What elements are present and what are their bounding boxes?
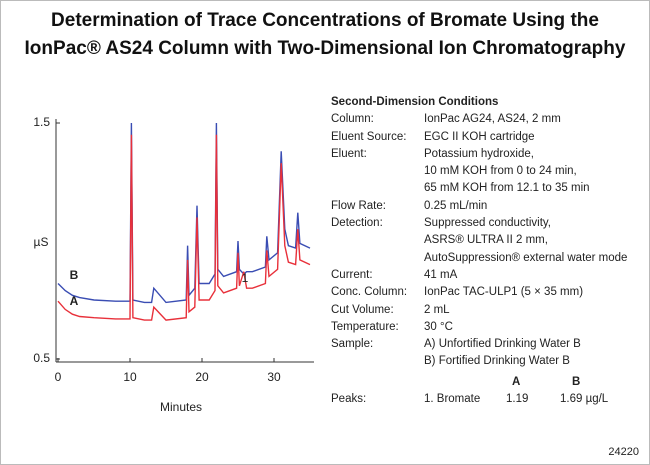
spacer [331, 374, 512, 391]
condition-label: Current: [331, 268, 373, 281]
peak-name: 1. Bromate [424, 393, 481, 406]
condition-row: Cut Volume: 2 mL [331, 302, 646, 319]
conditions-title: Second-Dimension Conditions [331, 96, 499, 108]
condition-line: 30 °C [424, 320, 453, 333]
condition-label: Sample: [331, 338, 374, 351]
condition-row: Eluent Source: EGC II KOH cartridge [331, 129, 646, 146]
condition-value: IonPac TAC-ULP1 (5 × 35 mm) [424, 284, 583, 301]
condition-line: IonPac AG24, AS24, 2 mm [424, 113, 561, 126]
condition-line: EGC II KOH cartridge [424, 130, 535, 143]
condition-row: Sample: A) Unfortified Drinking Water B B)… [331, 336, 646, 371]
condition-value: A) Unfortified Drinking Water B B) Fortif… [424, 336, 581, 371]
peaks-label: Peaks: [331, 393, 367, 406]
x-tick-label: 10 [123, 370, 137, 384]
condition-value: IonPac AG24, AS24, 2 mm [424, 111, 561, 128]
y-tick-label: 1.5 [33, 115, 50, 129]
condition-row: Current: 41 mA [331, 267, 646, 284]
condition-line: A) Unfortified Drinking Water B [424, 338, 581, 351]
condition-line: IonPac TAC-ULP1 (5 × 35 mm) [424, 286, 584, 299]
conditions: Second-Dimension Conditions Column: IonPa… [331, 94, 646, 408]
x-axis-label: Minutes [160, 400, 202, 414]
condition-label: Temperature: [331, 320, 399, 333]
condition-line: Potassium hydroxide, [424, 147, 534, 160]
peak-a: 1.19 [506, 393, 529, 406]
x-tick-label: 30 [267, 370, 281, 384]
series-line [57, 134, 311, 321]
condition-line: ASRS® ULTRA II 2 mm, [424, 234, 548, 247]
condition-line: 0.25 mL/min [424, 199, 488, 212]
condition-label: Eluent: [331, 147, 367, 160]
condition-row: Detection: Suppressed conductivity, ASRS® … [331, 215, 646, 267]
condition-line: 65 mM KOH from 12.1 to 35 min [424, 182, 590, 195]
condition-label: Flow Rate: [331, 199, 386, 212]
chart: Minutes µS 0.5 1.5 0 10 20 30 BA 1 [33, 115, 314, 414]
condition-value: Suppressed conductivity, ASRS® ULTRA II 2… [424, 215, 627, 267]
condition-value: 41 mA [424, 267, 457, 284]
x-tick-label: 0 [55, 370, 62, 384]
x-tick-label: 20 [195, 370, 209, 384]
condition-value: Potassium hydroxide, 10 mM KOH from 0 to … [424, 146, 590, 198]
condition-row: Eluent: Potassium hydroxide, 10 mM KOH fro… [331, 146, 646, 198]
legend-label: B [70, 268, 79, 282]
condition-value: EGC II KOH cartridge [424, 129, 535, 146]
condition-row: Column: IonPac AG24, AS24, 2 mm [331, 111, 646, 128]
peaks-col-b: B [572, 375, 581, 388]
condition-row: Flow Rate: 0.25 mL/min [331, 198, 646, 215]
condition-label: Conc. Column: [331, 286, 408, 299]
condition-label: Eluent Source: [331, 130, 407, 143]
condition-line: AutoSuppression® external water mode [424, 251, 628, 264]
condition-line: 10 mM KOH from 0 to 24 min, [424, 165, 577, 178]
y-axis-label: µS [34, 235, 49, 249]
condition-line: Suppressed conductivity, [424, 217, 551, 230]
peaks-row: Peaks: 1. Bromate 1.19 1.69 µg/L [331, 391, 646, 408]
y-tick-label: 0.5 [33, 351, 50, 365]
condition-value: 30 °C [424, 319, 453, 336]
title-line: IonPac® AS24 Column with Two-Dimensional… [24, 38, 626, 59]
condition-value: 0.25 mL/min [424, 198, 487, 215]
condition-line: 41 mA [424, 268, 458, 281]
peaks-col-a: A [512, 375, 521, 388]
condition-label: Cut Volume: [331, 303, 394, 316]
condition-label: Detection: [331, 217, 383, 230]
legend-label: A [70, 294, 79, 308]
figure-id: 24220 [608, 446, 639, 458]
condition-row: Temperature: 30 °C [331, 319, 646, 336]
title-line: Determination of Trace Concentrations of… [51, 10, 599, 31]
peak-b: 1.69 µg/L [560, 393, 609, 406]
condition-row: Conc. Column: IonPac TAC-ULP1 (5 × 35 mm) [331, 284, 646, 301]
condition-label: Column: [331, 113, 374, 126]
peak-annotation: 1 [242, 271, 249, 285]
condition-line: 2 mL [424, 303, 450, 316]
condition-value: 2 mL [424, 302, 450, 319]
chart-title: Determination of Trace Concentrations of… [1, 7, 649, 63]
condition-line: B) Fortified Drinking Water B [424, 355, 570, 368]
series-line [57, 122, 311, 304]
